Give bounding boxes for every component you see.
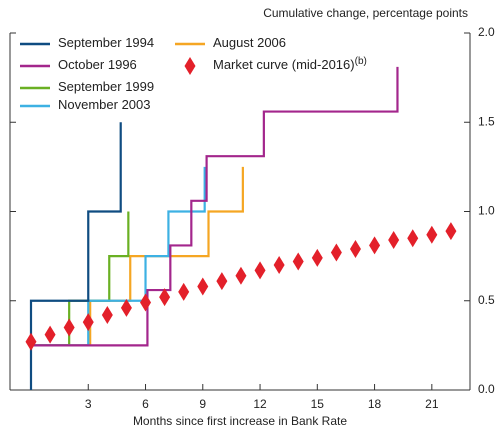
diamond-marker	[159, 288, 171, 307]
diamond-marker	[101, 306, 113, 325]
y-tick-label: 0.0	[478, 382, 495, 396]
legend-label: September 1999	[58, 79, 154, 94]
diamond-marker	[235, 266, 247, 285]
legend-label: August 2006	[213, 35, 286, 50]
legend-footnote: (b)	[355, 56, 367, 67]
diamond-marker	[25, 332, 37, 351]
legend-label: Market curve (mid-2016)(b)	[213, 56, 367, 73]
diamond-marker	[197, 277, 209, 296]
diamond-marker	[63, 318, 75, 337]
step-line	[30, 211, 130, 347]
step-line	[29, 122, 122, 390]
x-tick-label: 6	[142, 397, 149, 411]
legend-swatch	[184, 57, 196, 75]
diamond-marker	[426, 225, 438, 244]
x-tick-label: 21	[425, 397, 439, 411]
diamond-marker	[82, 313, 94, 332]
legend-label: November 2003	[58, 97, 151, 112]
diamond-marker	[330, 243, 342, 262]
x-tick-label: 15	[311, 397, 325, 411]
step-line	[30, 66, 399, 347]
legend-label-text: Market curve (mid-2016)	[213, 57, 355, 72]
diamond-marker	[311, 248, 323, 267]
x-tick-label: 12	[253, 397, 267, 411]
x-tick-label: 18	[368, 397, 382, 411]
y-tick-label: 2.0	[478, 25, 495, 39]
diamond-marker	[292, 252, 304, 271]
step-line	[30, 166, 244, 347]
legend-label-text: September 1994	[58, 35, 154, 50]
legend-label-text: August 2006	[213, 35, 286, 50]
diamond-marker	[445, 222, 457, 241]
legend-label-text: September 1999	[58, 79, 154, 94]
legend-label: September 1994	[58, 35, 154, 50]
x-tick-label: 3	[85, 397, 92, 411]
diamond-marker	[140, 293, 152, 312]
diamond-marker	[44, 325, 56, 344]
diamond-marker	[369, 236, 381, 255]
legend-label-text: November 2003	[58, 97, 151, 112]
y-axis-title: Cumulative change, percentage points	[263, 6, 468, 20]
x-axis-title: Months since first increase in Bank Rate	[133, 414, 347, 428]
diamond-marker	[254, 261, 266, 280]
diamond-marker	[216, 272, 228, 291]
legend-label-text: October 1996	[58, 57, 137, 72]
y-tick-label: 1.0	[478, 204, 495, 218]
diamond-marker	[120, 298, 132, 317]
x-tick-label: 9	[199, 397, 206, 411]
y-tick-label: 1.5	[478, 114, 495, 128]
diamond-marker	[178, 282, 190, 301]
legend-label: October 1996	[58, 57, 137, 72]
y-tick-label: 0.5	[478, 293, 495, 307]
diamond-marker	[349, 239, 361, 258]
diamond-marker	[388, 231, 400, 250]
diamond-marker	[407, 229, 419, 248]
diamond-marker	[273, 256, 285, 275]
